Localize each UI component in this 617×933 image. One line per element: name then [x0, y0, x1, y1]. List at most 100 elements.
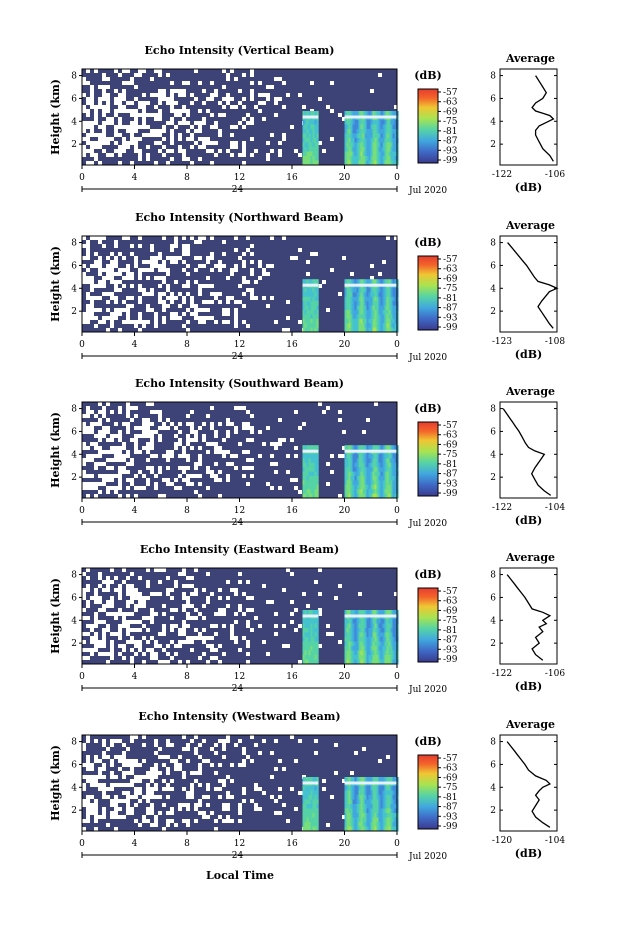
echo-cell — [302, 610, 305, 615]
echo-cell — [364, 817, 367, 823]
echo-cell — [356, 786, 359, 791]
gap-cell — [222, 743, 226, 747]
echo-cell — [314, 790, 317, 796]
gap-cell — [262, 584, 266, 588]
echo-cell — [302, 129, 305, 134]
gap-cell — [90, 624, 94, 628]
gap-cell — [210, 644, 214, 648]
gap-cell — [110, 458, 114, 462]
gap-cell — [182, 819, 186, 823]
gap-cell — [170, 628, 174, 632]
gap-cell — [114, 458, 118, 462]
gap-cell — [94, 442, 98, 446]
echo-cell — [384, 493, 387, 499]
echo-cell — [360, 804, 363, 809]
echo-cell — [396, 454, 399, 459]
echo-cell — [310, 314, 313, 320]
gap-cell — [82, 572, 86, 576]
gap-cell — [90, 121, 94, 125]
echo-cell — [382, 822, 385, 827]
gap-cell — [118, 486, 122, 490]
gap-cell — [98, 280, 102, 284]
gap-cell — [122, 256, 126, 260]
gap-cell — [242, 592, 246, 596]
echo-cell — [306, 296, 309, 302]
gap-cell — [190, 739, 194, 743]
echo-cell — [390, 826, 393, 832]
y-tick-label: 4 — [71, 783, 77, 793]
x-tick-label: 4 — [132, 340, 138, 350]
echo-cell — [356, 296, 359, 302]
gap-cell — [118, 478, 122, 482]
gap-cell — [150, 113, 154, 117]
echo-cell — [396, 467, 399, 473]
echo-cell — [386, 786, 389, 791]
gap-cell — [158, 133, 162, 137]
gap-cell — [86, 430, 90, 434]
echo-cell — [364, 133, 367, 139]
echo-cell — [374, 489, 377, 495]
echo-cell — [346, 279, 349, 285]
gap-cell — [134, 113, 138, 117]
gap-cell — [338, 454, 342, 458]
echo-cell — [370, 279, 373, 285]
echo-cell — [310, 659, 313, 665]
avg-y-tick-label: 4 — [490, 117, 496, 127]
gap-cell — [102, 807, 106, 811]
gap-cell — [102, 73, 106, 77]
gap-cell — [266, 85, 270, 89]
echo-cell — [344, 799, 347, 805]
echo-cell — [394, 288, 397, 293]
echo-cell — [360, 323, 363, 329]
gap-cell — [102, 268, 106, 272]
gap-cell — [138, 272, 142, 276]
echo-cell — [310, 790, 313, 796]
gap-cell — [142, 426, 146, 430]
gap-cell — [222, 252, 226, 256]
gap-cell — [198, 125, 202, 129]
echo-cell — [360, 632, 363, 638]
x-tick-label: 0 — [394, 340, 400, 350]
echo-cell — [380, 323, 383, 329]
gap-cell — [190, 604, 194, 608]
echo-cell — [312, 147, 315, 152]
echo-cell — [366, 659, 369, 665]
echo-cell — [348, 318, 351, 324]
gap-cell — [110, 759, 114, 763]
gap-cell — [94, 759, 98, 763]
echo-cell — [370, 480, 373, 486]
gap-cell — [150, 636, 154, 640]
gap-cell — [166, 652, 170, 656]
echo-cell — [388, 467, 391, 473]
gap-cell — [130, 588, 134, 592]
gap-cell — [122, 454, 126, 458]
echo-cell — [302, 808, 305, 814]
echo-cell — [346, 795, 349, 800]
gap-cell — [154, 312, 158, 316]
gap-cell — [102, 751, 106, 755]
echo-cell — [362, 454, 365, 459]
echo-cell — [308, 623, 311, 629]
echo-cell — [314, 471, 317, 477]
gap-cell — [110, 276, 114, 280]
echo-cell — [364, 619, 367, 624]
gap-cell — [154, 105, 158, 109]
echo-cell — [350, 808, 353, 814]
echo-cell — [316, 156, 319, 161]
gap-cell — [102, 125, 106, 129]
echo-cell — [358, 133, 361, 139]
gap-cell — [162, 304, 166, 308]
gap-cell — [134, 474, 138, 478]
gap-cell — [90, 807, 94, 811]
echo-cell — [360, 318, 363, 324]
gap-cell — [102, 783, 106, 787]
echo-cell — [316, 641, 319, 647]
gap-cell — [122, 109, 126, 113]
gap-cell — [138, 236, 142, 240]
gap-cell — [170, 312, 174, 316]
gap-cell — [186, 244, 190, 248]
echo-cell — [368, 454, 371, 459]
echo-cell — [348, 659, 351, 665]
echo-cell — [386, 628, 389, 633]
gap-cell — [186, 747, 190, 751]
